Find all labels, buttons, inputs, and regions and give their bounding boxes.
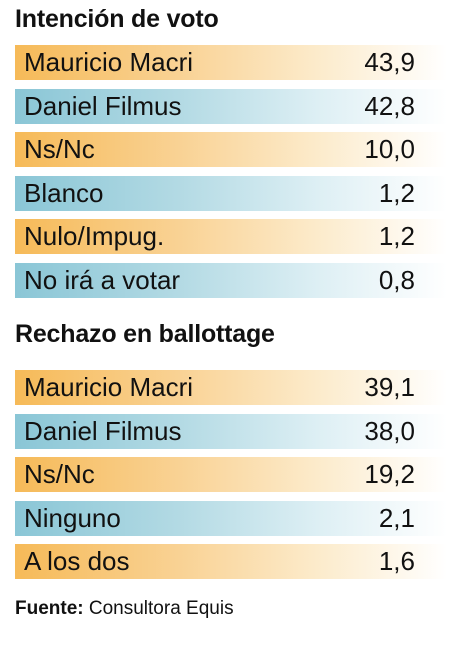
row-value: 43,9 [364,47,415,77]
table-row: Mauricio Macri 39,1 [15,370,447,405]
table-rechazo-en-ballottage: Mauricio Macri 39,1 Daniel Filmus 38,0 Ns/Nc… [15,370,447,588]
row-value: 1,2 [378,177,415,208]
row-value: 2,1 [378,502,415,533]
source-note: Fuente: Consultora Equis [15,597,234,621]
row-value: 1,6 [378,546,415,576]
table-row: Ns/Nc 10,0 [15,132,447,167]
row-label: Nulo/Impug. [24,221,165,251]
section-title-rechazo: Rechazo en ballottage [15,320,275,348]
table-row: Daniel Filmus 38,0 [15,413,447,449]
table-row: Nulo/Impug. 1,2 [15,219,447,254]
row-label: Mauricio Macri [24,372,194,402]
table-row: Ns/Nc 19,2 [15,457,447,492]
source-text: Consultora Equis [83,598,234,619]
source-label: Fuente: [15,598,84,619]
row-label: Daniel Filmus [24,90,182,121]
table-row: Mauricio Macri 43,9 [15,45,447,80]
table-row: A los dos 1,6 [15,544,447,579]
row-label: Daniel Filmus [24,415,182,446]
row-value: 0,8 [378,264,415,295]
row-value: 19,2 [364,459,415,489]
row-label: Ninguno [24,502,121,533]
row-label: No irá a votar [24,264,181,295]
row-label: Ns/Nc [24,459,95,489]
row-value: 1,2 [378,221,415,251]
table-row: Ninguno 2,1 [15,500,447,536]
row-label: Ns/Nc [24,134,95,164]
row-value: 38,0 [364,415,415,446]
row-value: 10,0 [364,134,415,164]
table-row: Daniel Filmus 42,8 [15,88,447,124]
table-intencion-de-voto: Mauricio Macri 43,9 Daniel Filmus 42,8 Ns/Nc… [15,45,447,306]
row-value: 42,8 [364,90,415,121]
row-label: Blanco [24,177,104,208]
table-row: No irá a votar 0,8 [15,262,447,298]
section-title-intencion: Intención de voto [15,5,219,33]
row-value: 39,1 [364,372,415,402]
row-label: A los dos [24,546,130,576]
table-row: Blanco 1,2 [15,175,447,211]
row-label: Mauricio Macri [24,47,194,77]
